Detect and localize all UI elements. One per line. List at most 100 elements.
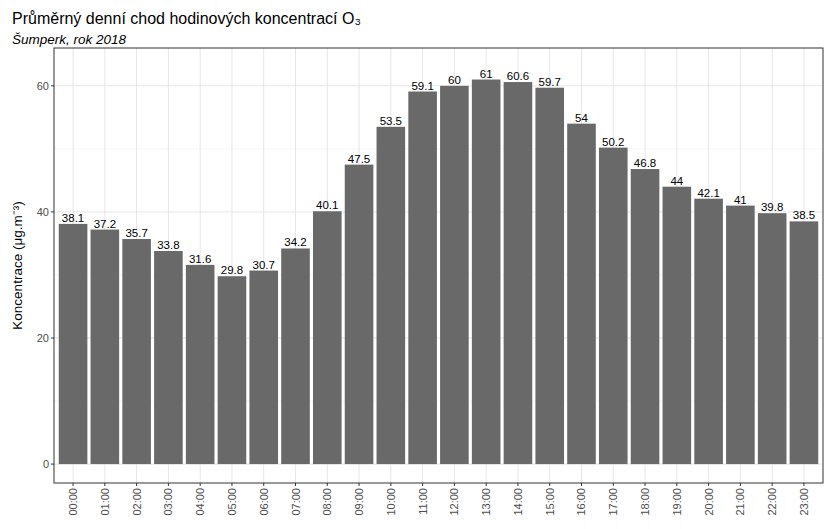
x-tick-label: 14:00 (512, 488, 524, 516)
data-label: 59.1 (411, 80, 433, 92)
bar (567, 124, 596, 464)
data-label: 29.8 (221, 264, 243, 276)
data-label: 60 (448, 74, 461, 86)
plot-panel (54, 48, 823, 483)
x-tick-label: 07:00 (290, 488, 302, 516)
x-tick-label: 04:00 (194, 488, 206, 516)
bar (249, 271, 278, 465)
x-tick (263, 483, 264, 486)
x-tick-label: 01:00 (99, 488, 111, 516)
bar (599, 148, 628, 464)
bar (535, 88, 564, 464)
data-label: 47.5 (348, 153, 370, 165)
x-tick (517, 483, 518, 486)
x-tick-label: 13:00 (480, 488, 492, 516)
x-tick-label: 20:00 (703, 488, 715, 516)
x-tick-label: 02:00 (131, 488, 143, 516)
data-label: 38.5 (793, 209, 815, 221)
data-label: 50.2 (602, 136, 624, 148)
data-label: 60.6 (507, 70, 529, 82)
x-tick-label: 21:00 (734, 488, 746, 516)
bar (91, 230, 120, 465)
x-tick (295, 483, 296, 486)
x-tick (136, 483, 137, 486)
x-tick-label: 06:00 (258, 488, 270, 516)
bar (313, 211, 342, 464)
data-label: 38.1 (62, 212, 84, 224)
subtitle: Šumperk, rok 2018 (12, 32, 127, 47)
bar (281, 248, 310, 464)
bar (186, 265, 215, 464)
bar (663, 187, 692, 464)
x-tick-label: 12:00 (448, 488, 460, 516)
y-tick-label: 60 (37, 80, 49, 92)
data-label: 35.7 (125, 227, 147, 239)
y-axis-title: Koncentrace (μg.m⁻³) (10, 201, 25, 329)
data-label: 42.1 (697, 187, 719, 199)
chart: 38.137.235.733.831.629.830.734.240.147.5… (0, 0, 831, 529)
y-tick-label: 20 (37, 332, 49, 344)
data-label: 59.7 (539, 76, 561, 88)
data-label: 41 (734, 194, 747, 206)
bar (440, 86, 469, 464)
x-tick (200, 483, 201, 486)
x-tick-label: 23:00 (798, 488, 810, 516)
x-tick (740, 483, 741, 486)
bar (694, 199, 723, 464)
x-tick (708, 483, 709, 486)
y-tick (51, 211, 54, 212)
x-tick-label: 03:00 (162, 488, 174, 516)
x-tick (803, 483, 804, 486)
data-label: 44 (670, 175, 683, 187)
x-tick-label: 00:00 (67, 488, 79, 516)
x-tick (231, 483, 232, 486)
bar (631, 169, 660, 464)
y-tick-label: 40 (37, 206, 49, 218)
panel-border (54, 48, 823, 483)
x-tick (581, 483, 582, 486)
x-tick-label: 05:00 (226, 488, 238, 516)
bar (758, 213, 787, 464)
x-tick-label: 08:00 (321, 488, 333, 516)
bar (472, 80, 501, 465)
x-tick (645, 483, 646, 486)
x-tick (613, 483, 614, 486)
data-label: 53.5 (380, 115, 402, 127)
data-label: 31.6 (189, 253, 211, 265)
y-tick (51, 338, 54, 339)
x-tick (359, 483, 360, 486)
data-label: 46.8 (634, 157, 656, 169)
x-tick-label: 18:00 (639, 488, 651, 516)
bar (790, 221, 819, 464)
minor-grid-line (54, 148, 823, 149)
x-tick-label: 10:00 (385, 488, 397, 516)
x-tick-label: 15:00 (544, 488, 556, 516)
data-label: 61 (480, 68, 493, 80)
x-tick (422, 483, 423, 486)
y-tick (51, 85, 54, 86)
x-tick-label: 11:00 (417, 488, 429, 515)
bar (122, 239, 151, 464)
x-tick (104, 483, 105, 486)
data-label: 39.8 (761, 201, 783, 213)
data-label: 40.1 (316, 199, 338, 211)
x-tick (454, 483, 455, 486)
x-tick (168, 483, 169, 486)
x-tick-label: 16:00 (575, 488, 587, 516)
data-label: 37.2 (94, 218, 116, 230)
data-label: 34.2 (284, 236, 306, 248)
bar (504, 82, 533, 464)
x-tick (390, 483, 391, 486)
bar (377, 127, 406, 464)
data-label: 30.7 (253, 259, 275, 271)
x-tick (486, 483, 487, 486)
bars (59, 80, 818, 465)
x-tick (549, 483, 550, 486)
x-tick (676, 483, 677, 486)
x-tick (327, 483, 328, 486)
bar (59, 224, 88, 464)
bar (726, 206, 755, 464)
bar (345, 165, 374, 464)
bar (408, 92, 437, 465)
title: Průměrný denní chod hodinových koncentra… (12, 10, 361, 27)
